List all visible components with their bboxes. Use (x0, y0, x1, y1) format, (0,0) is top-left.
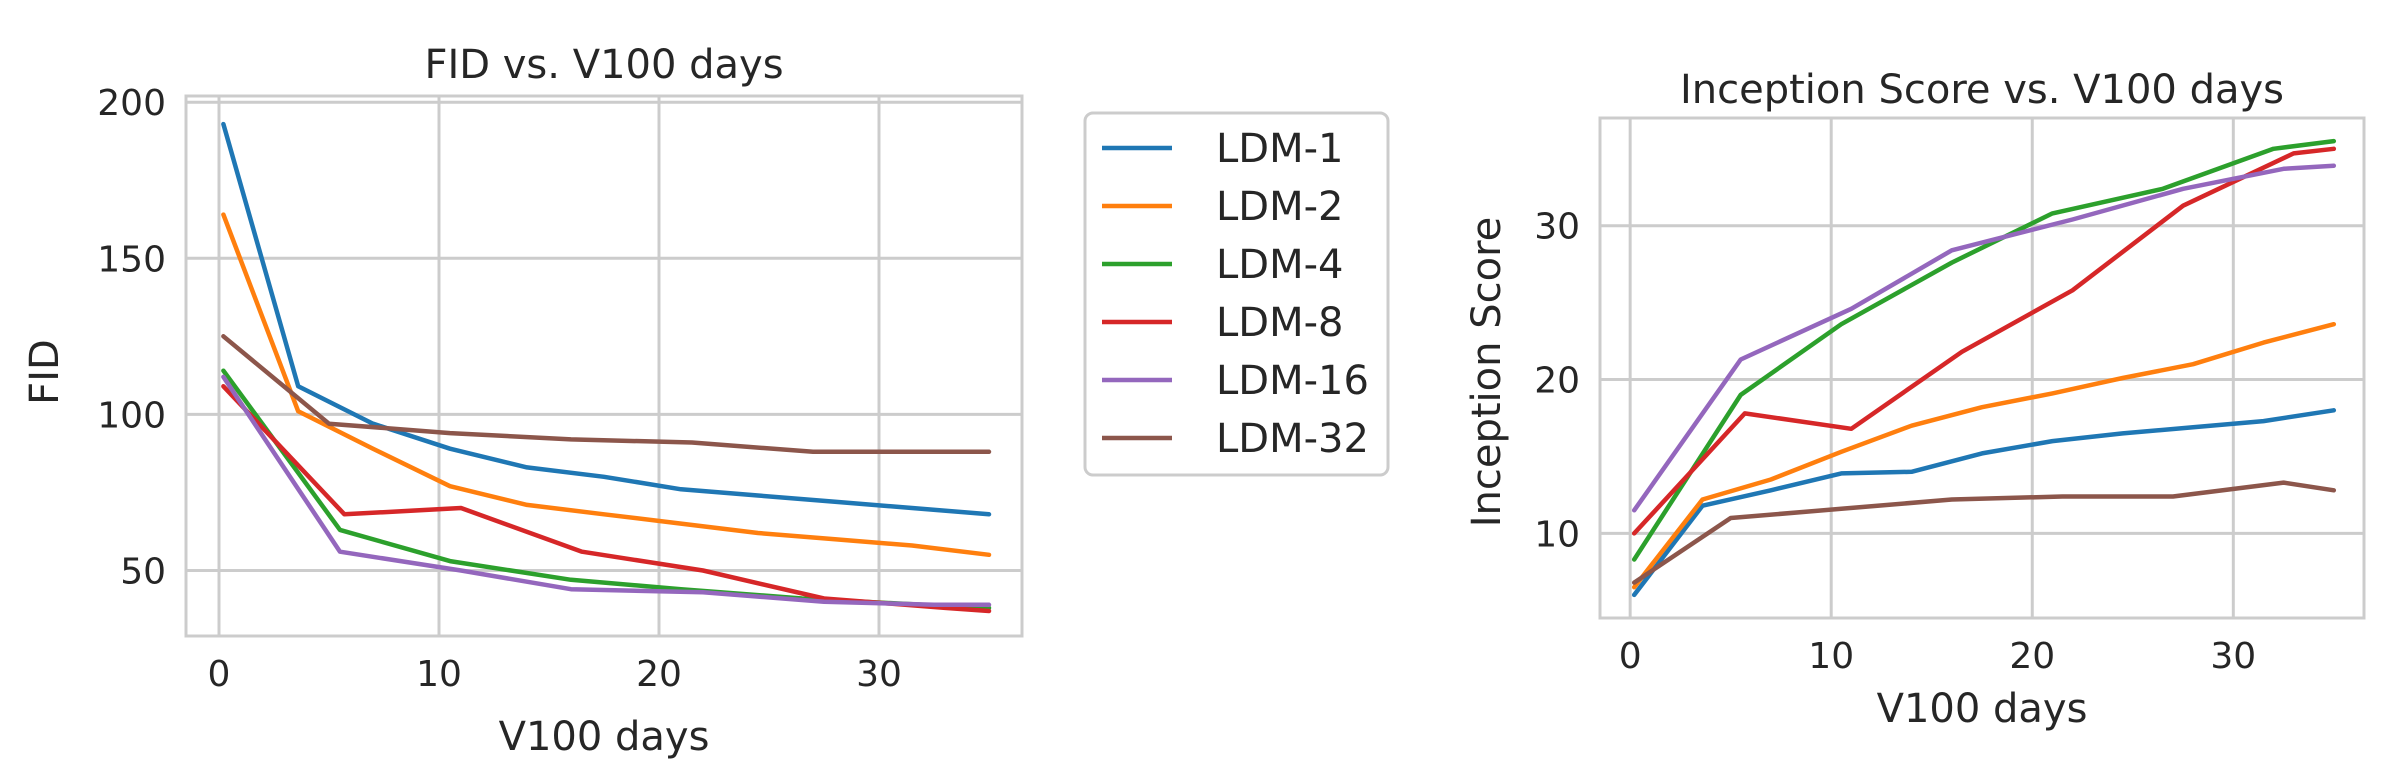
legend-label-ldm-16: LDM-16 (1216, 358, 1369, 404)
is-x-tick-label: 20 (2009, 636, 2055, 677)
is-line-ldm-8 (1631, 146, 2337, 536)
fid-x-tick-labels: 0 10 20 30 (208, 654, 902, 695)
fid-y-grid (186, 100, 1022, 572)
fid-y-tick-label: 150 (97, 239, 166, 280)
fid-series-lines (221, 121, 992, 614)
fid-y-tick-label: 100 (97, 395, 166, 436)
fid-line-ldm-2 (221, 212, 992, 558)
fid-x-tick-label: 30 (856, 654, 902, 695)
fid-y-tick-label: 200 (97, 83, 166, 124)
fid-x-grid (217, 96, 881, 636)
fid-x-tick-label: 0 (208, 654, 231, 695)
is-line-ldm-32 (1631, 480, 2337, 585)
is-x-tick-label: 30 (2210, 636, 2256, 677)
fid-plot-area (184, 94, 1024, 638)
legend-label-ldm-1: LDM-1 (1216, 126, 1343, 172)
is-x-tick-labels: 0 10 20 30 (1619, 636, 2257, 677)
fid-y-tick-label: 50 (120, 551, 166, 592)
fid-line-ldm-16 (221, 374, 992, 608)
fid-y-tick-labels: 50 100 150 200 (97, 83, 166, 592)
legend-label-ldm-4: LDM-4 (1216, 242, 1343, 288)
is-y-tick-label: 30 (1534, 207, 1580, 248)
fid-line-ldm-32 (221, 334, 992, 455)
fid-y-axis-label: FID (22, 339, 68, 405)
is-x-tick-label: 10 (1808, 636, 1854, 677)
is-x-axis-label: V100 days (1877, 686, 2088, 732)
fid-line-ldm-1 (221, 121, 992, 517)
inception-score-chart: 0 10 20 30 10 20 30 Inception Score vs. V100 … (1464, 67, 2366, 732)
legend-label-ldm-8: LDM-8 (1216, 300, 1343, 346)
is-line-ldm-1 (1631, 408, 2337, 598)
is-line-ldm-2 (1631, 321, 2337, 590)
fid-x-axis-label: V100 days (499, 714, 710, 760)
legend-box (1083, 111, 1390, 477)
legend-label-ldm-32: LDM-32 (1216, 416, 1369, 462)
is-series-lines (1631, 138, 2337, 598)
is-plot-area (1598, 116, 2366, 620)
legend-items: LDM-1 LDM-2 LDM-4 LDM-8 LDM-16 LDM-32 (1102, 126, 1369, 462)
is-line-ldm-16 (1631, 163, 2337, 513)
is-y-tick-label: 20 (1534, 361, 1580, 402)
fid-x-tick-label: 10 (416, 654, 462, 695)
fid-chart: 0 10 20 30 50 100 150 200 FID vs. V100 days V1… (22, 42, 1024, 760)
is-y-tick-labels: 10 20 30 (1534, 207, 1580, 556)
is-y-tick-label: 10 (1534, 514, 1580, 555)
fid-chart-title: FID vs. V100 days (424, 42, 783, 88)
is-x-tick-label: 0 (1619, 636, 1642, 677)
is-chart-title: Inception Score vs. V100 days (1680, 67, 2284, 113)
legend-label-ldm-2: LDM-2 (1216, 184, 1343, 230)
is-y-axis-label: Inception Score (1464, 217, 1510, 528)
fid-x-tick-label: 20 (636, 654, 682, 695)
legend: LDM-1 LDM-2 LDM-4 LDM-8 LDM-16 LDM-32 (1083, 111, 1390, 477)
